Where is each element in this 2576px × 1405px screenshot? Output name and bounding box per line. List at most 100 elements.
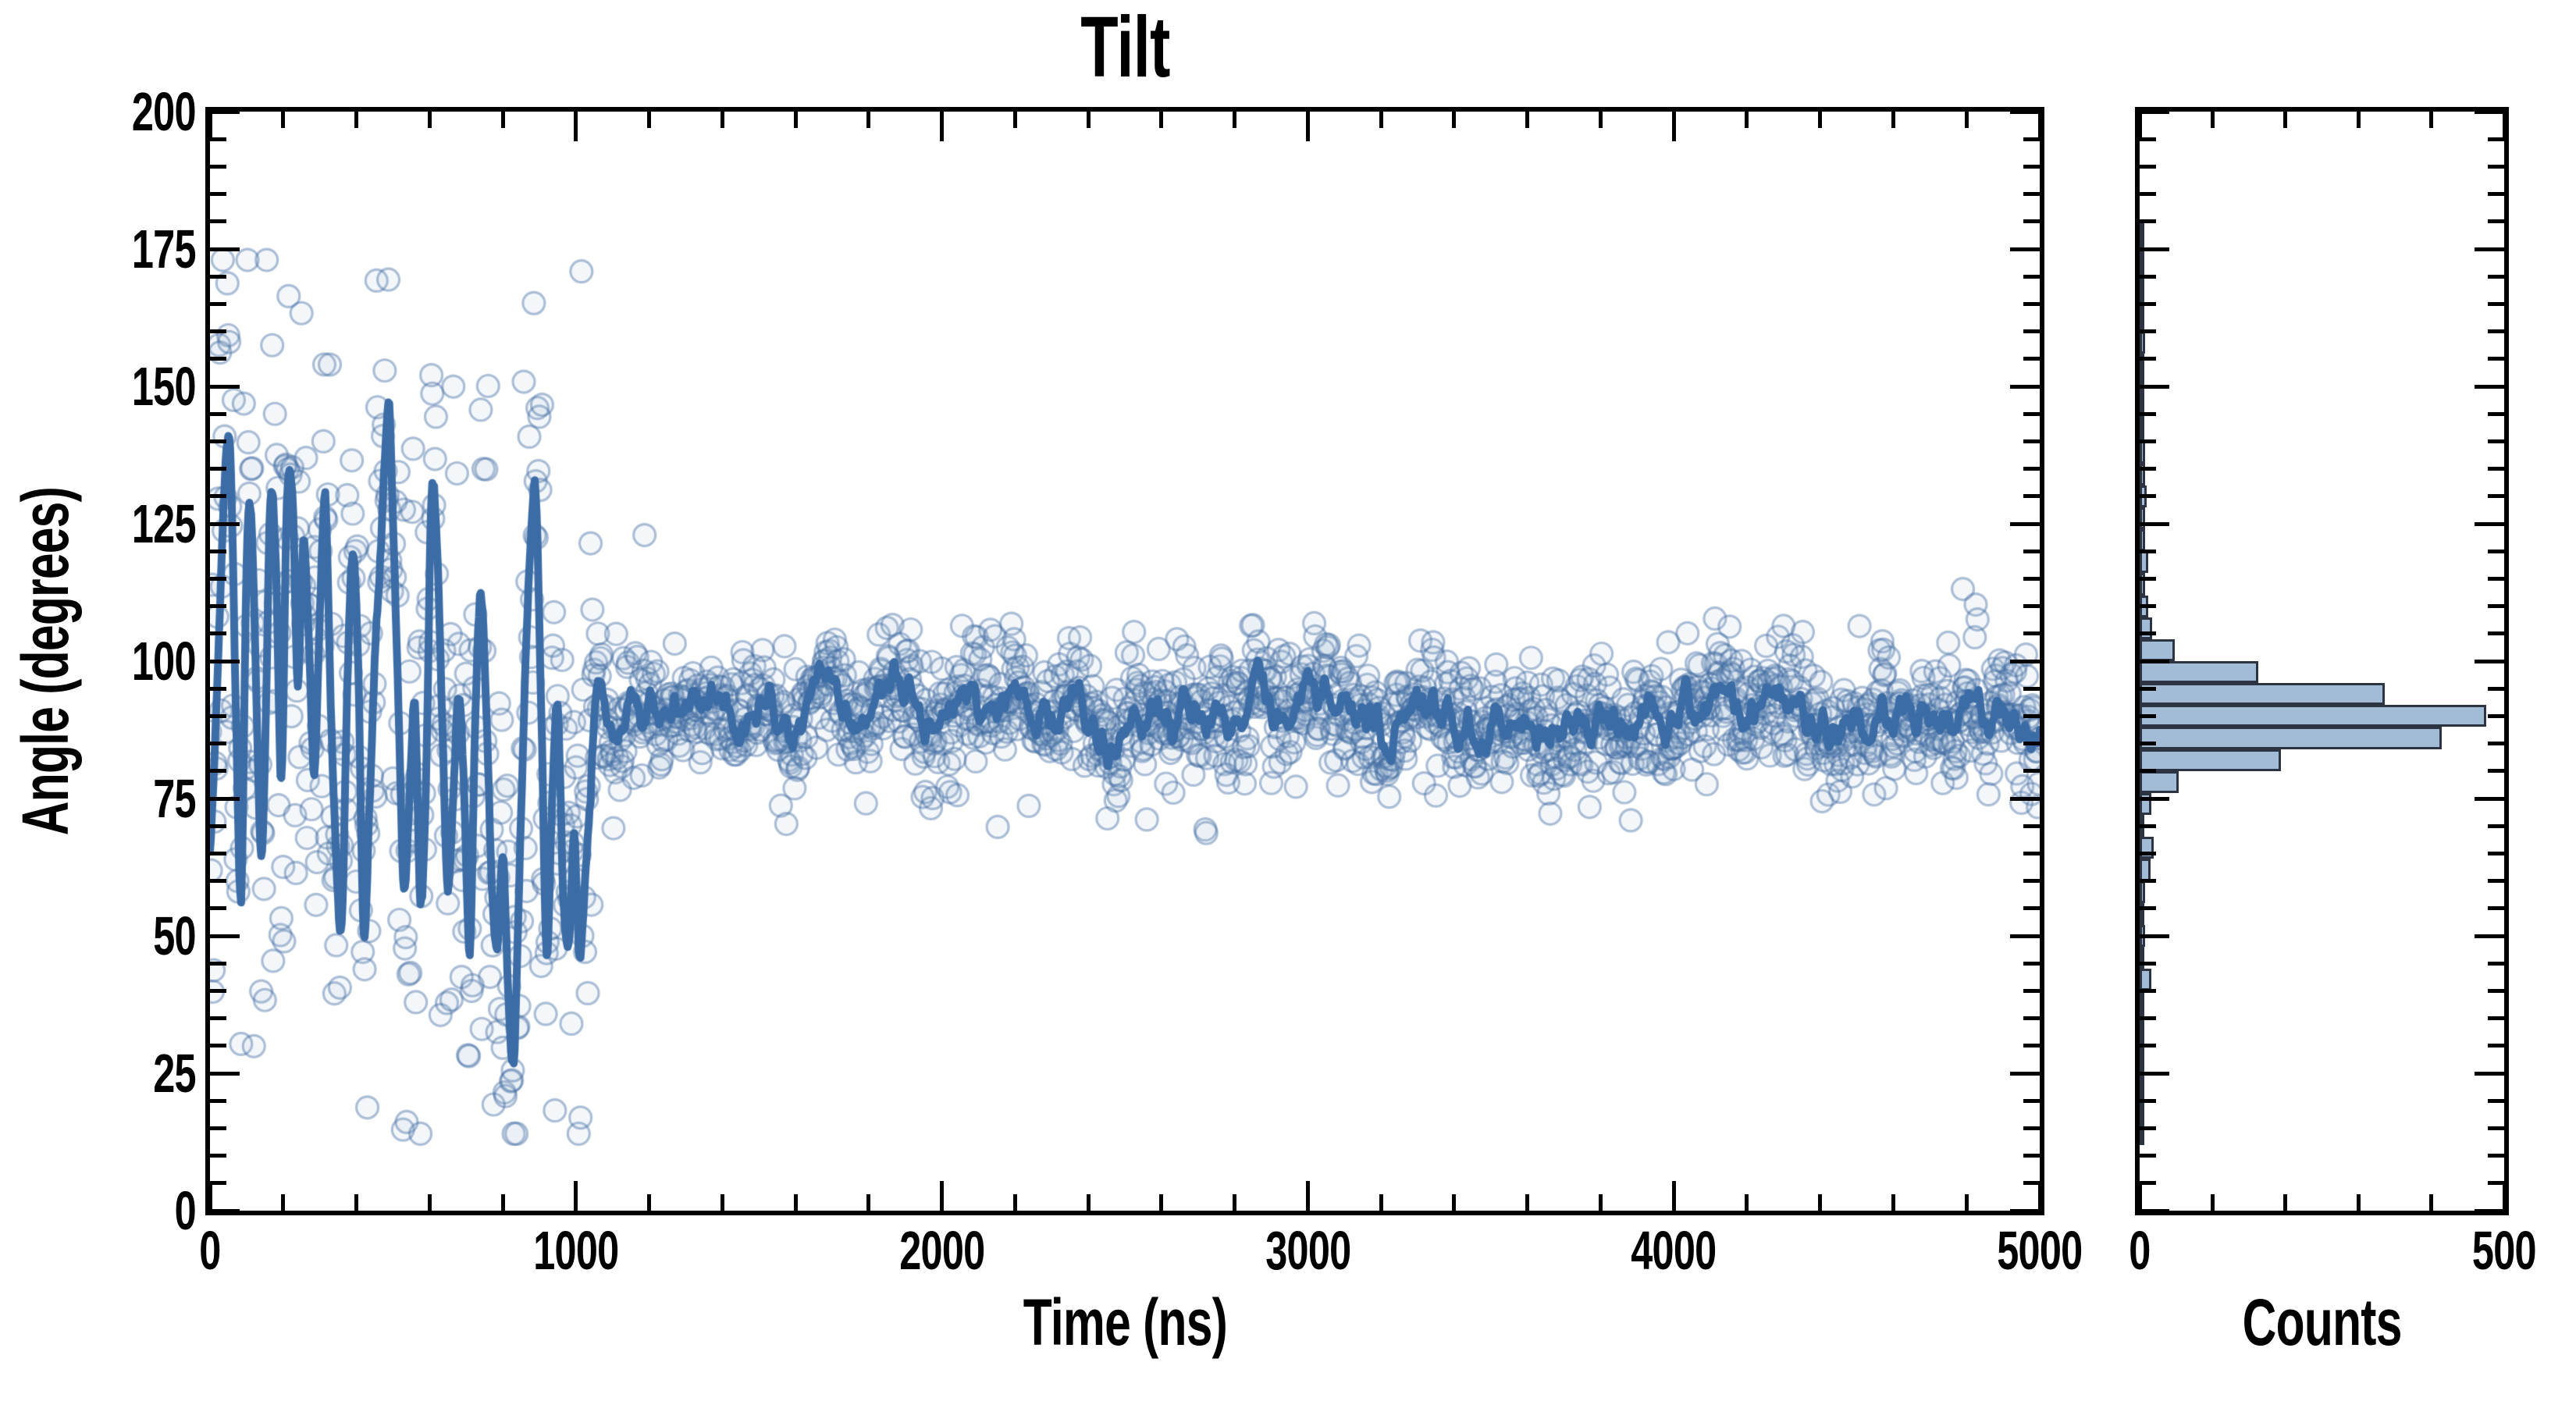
histogram-bar — [2140, 705, 2486, 727]
y-tick-minor — [2023, 906, 2040, 911]
y-tick-minor — [2488, 988, 2504, 993]
x-tick-minor — [1745, 1194, 1749, 1211]
y-tick-label: 50 — [55, 909, 196, 963]
y-tick-minor — [2488, 192, 2504, 197]
y-tick-minor — [2140, 439, 2156, 443]
y-tick-major — [2140, 521, 2169, 526]
histogram-bar — [2140, 1012, 2144, 1035]
y-tick-major — [2475, 934, 2504, 938]
y-tick-major — [210, 659, 240, 663]
y-tick-minor — [2488, 357, 2504, 361]
y-tick-minor — [2140, 1098, 2156, 1103]
x-tick-minor — [1012, 1194, 1017, 1211]
histogram-bar — [2140, 947, 2144, 969]
x-tick-label-text: 0 — [199, 1220, 221, 1281]
y-tick-minor — [2140, 494, 2156, 499]
hist-x-tick-minor — [2210, 1194, 2215, 1211]
y-tick-minor — [210, 329, 226, 334]
y-tick-minor — [2488, 1126, 2504, 1130]
y-tick-minor — [210, 851, 226, 855]
histogram-bar — [2140, 859, 2151, 881]
y-tick-major — [210, 247, 240, 251]
y-tick-label: 175 — [55, 222, 197, 276]
x-tick-minor — [866, 112, 871, 128]
y-tick-major — [2010, 109, 2040, 114]
y-tick-minor — [210, 411, 226, 416]
y-tick-minor — [2140, 164, 2156, 169]
y-tick-major — [2140, 1071, 2169, 1076]
histogram-bar — [2140, 397, 2144, 420]
y-tick-minor — [2488, 769, 2504, 774]
y-tick-minor — [210, 906, 226, 911]
y-tick-label-text: 125 — [132, 493, 197, 554]
y-tick-minor — [2140, 329, 2156, 334]
x-tick-minor — [354, 1194, 359, 1211]
y-tick-major — [2010, 384, 2040, 389]
y-tick-label: 125 — [55, 493, 197, 554]
y-tick-label: 150 — [55, 359, 197, 414]
y-tick-label-text: 100 — [132, 631, 197, 692]
x-tick-label: 3000 — [1190, 1223, 1425, 1278]
y-tick-minor — [210, 467, 226, 471]
hist-x-tick-label-text: 500 — [2472, 1220, 2537, 1281]
histogram-bar — [2140, 880, 2146, 903]
hist-x-tick-major — [2502, 112, 2507, 141]
y-tick-minor — [2140, 137, 2156, 141]
histogram-bar — [2140, 529, 2145, 552]
y-tick-minor — [210, 439, 226, 443]
y-tick-minor — [2140, 1181, 2156, 1186]
histogram-bar — [2140, 991, 2144, 1013]
hist-x-tick-major — [2137, 1181, 2142, 1211]
y-tick-major — [2010, 934, 2040, 938]
histogram-bar — [2140, 1122, 2144, 1145]
x-tick-major — [1305, 112, 1310, 141]
y-tick-minor — [2023, 494, 2040, 499]
y-tick-minor — [2023, 1044, 2040, 1048]
y-tick-minor — [2488, 1181, 2504, 1186]
y-tick-minor — [210, 576, 226, 581]
y-tick-major — [210, 934, 240, 938]
y-tick-minor — [2488, 686, 2504, 691]
histogram-bar — [2140, 1079, 2144, 1101]
y-tick-minor — [2140, 961, 2156, 966]
y-tick-major — [2140, 659, 2169, 663]
y-tick-minor — [2140, 301, 2156, 306]
y-tick-minor — [2140, 713, 2156, 718]
y-tick-minor — [2488, 631, 2504, 636]
y-tick-label: 100 — [55, 631, 197, 692]
y-tick-minor — [210, 879, 226, 884]
y-tick-major — [2010, 247, 2040, 251]
x-tick-minor — [1379, 112, 1383, 128]
x-tick-minor — [793, 1194, 798, 1211]
y-tick-minor — [2488, 439, 2504, 443]
y-tick-minor — [210, 1154, 226, 1158]
y-tick-minor — [210, 137, 226, 141]
y-tick-minor — [210, 961, 226, 966]
y-tick-major — [2140, 247, 2169, 251]
y-tick-minor — [210, 604, 226, 609]
hist-x-tick-major — [2137, 112, 2142, 141]
y-tick-minor — [2023, 769, 2040, 774]
x-tick-minor — [1598, 1194, 1603, 1211]
y-tick-major — [2140, 384, 2169, 389]
histogram-bar — [2140, 837, 2154, 859]
x-tick-minor — [647, 112, 652, 128]
y-tick-minor — [2023, 411, 2040, 416]
y-tick-minor — [210, 1181, 226, 1186]
y-tick-minor — [210, 686, 226, 691]
histogram-bar — [2140, 727, 2442, 749]
y-tick-minor — [2488, 851, 2504, 855]
y-tick-minor — [2023, 604, 2040, 609]
hist-x-tick-minor — [2210, 112, 2215, 128]
main-plot-canvas — [210, 112, 2040, 1211]
y-tick-major — [2010, 1208, 2040, 1213]
x-tick-minor — [1086, 112, 1091, 128]
histogram-bar — [2140, 441, 2146, 464]
y-tick-minor — [2023, 301, 2040, 306]
y-tick-minor — [210, 769, 226, 774]
x-tick-minor — [793, 112, 798, 128]
histogram-x-axis-label: Counts — [2243, 1286, 2403, 1359]
hist-x-tick-label: 500 — [2387, 1223, 2576, 1278]
x-tick-minor — [1233, 1194, 1237, 1211]
y-tick-minor — [2488, 576, 2504, 581]
